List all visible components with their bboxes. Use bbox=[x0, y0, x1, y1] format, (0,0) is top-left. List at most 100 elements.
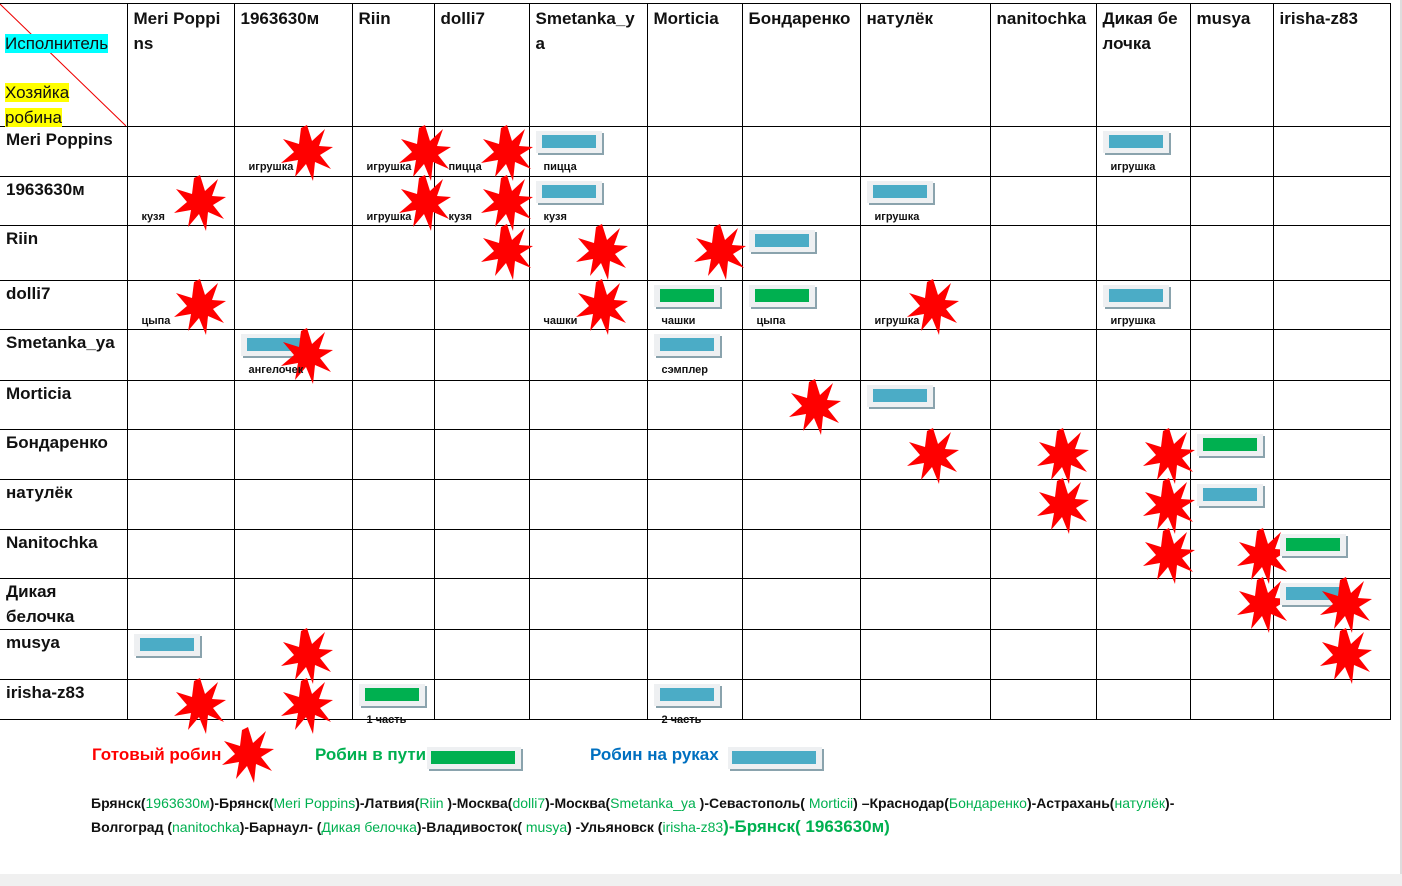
table-cell bbox=[433, 529, 530, 579]
ready-star-icon bbox=[480, 125, 533, 181]
table-cell bbox=[859, 629, 991, 680]
robin-marker: игрушка bbox=[866, 181, 967, 227]
table-cell bbox=[741, 479, 861, 530]
table-cell bbox=[126, 629, 235, 680]
item-label: игрушка bbox=[366, 161, 412, 173]
table-cell bbox=[1095, 478, 1195, 534]
robin-marker: ангелочек bbox=[240, 328, 341, 384]
table-cell bbox=[433, 280, 530, 330]
row-header: натулёк bbox=[0, 479, 128, 530]
table-cell bbox=[989, 126, 1097, 177]
hands-bar-icon bbox=[653, 684, 720, 706]
ready-star-icon bbox=[222, 727, 274, 783]
table-cell bbox=[233, 628, 353, 684]
page-edge bbox=[1400, 0, 1402, 874]
hands-bar-icon bbox=[653, 334, 720, 356]
robin-marker bbox=[1196, 484, 1297, 530]
table-cell bbox=[351, 429, 435, 480]
table-cell bbox=[126, 380, 235, 430]
table-cell bbox=[1272, 329, 1391, 381]
table-cell bbox=[646, 629, 743, 680]
table-cell bbox=[126, 429, 235, 480]
table-cell bbox=[859, 428, 991, 484]
hands-bar-icon bbox=[1102, 285, 1169, 307]
table-cell bbox=[1189, 629, 1274, 680]
table-cell bbox=[126, 126, 235, 177]
table-cell bbox=[741, 176, 861, 226]
item-label: игрушка bbox=[874, 315, 920, 327]
ready-star-icon bbox=[280, 628, 333, 684]
table-cell bbox=[989, 478, 1097, 534]
column-header: 1963630м bbox=[233, 3, 353, 127]
robin-marker bbox=[536, 224, 636, 280]
table-cell bbox=[646, 126, 743, 177]
hands-bar-icon bbox=[728, 747, 822, 769]
table-cell bbox=[1095, 380, 1191, 430]
table-cell bbox=[528, 380, 648, 430]
robin-marker: цыпа bbox=[748, 285, 849, 331]
route-segment: натулёк bbox=[1114, 795, 1166, 811]
route-line-2: Волгоград (nanitochka)-Барнаул- (Дикая б… bbox=[91, 817, 890, 837]
table-cell bbox=[233, 280, 353, 330]
route-segment: Брянск( bbox=[91, 795, 146, 811]
column-header: натулёк bbox=[859, 3, 991, 127]
item-label: игрушка bbox=[1110, 315, 1156, 327]
table-cell: игрушка bbox=[859, 176, 991, 227]
table-cell bbox=[126, 578, 235, 630]
transit-bar-icon bbox=[1279, 534, 1346, 556]
table-cell bbox=[1189, 329, 1274, 381]
route-segment: dolli7 bbox=[512, 795, 546, 811]
table-cell bbox=[989, 679, 1097, 720]
route-segment: )-Севастополь( bbox=[699, 795, 809, 811]
table-cell bbox=[1095, 428, 1195, 484]
hands-bar-icon bbox=[748, 230, 815, 252]
table-cell: 2 часть bbox=[646, 679, 743, 726]
ready-star-icon bbox=[1036, 428, 1089, 484]
ready-star-icon bbox=[1319, 577, 1372, 633]
table-cell bbox=[233, 529, 353, 579]
item-label: игрушка bbox=[874, 211, 920, 223]
item-label: ангелочек bbox=[248, 364, 304, 376]
row-header: dolli7 bbox=[0, 280, 128, 330]
table-cell bbox=[859, 479, 991, 530]
robin-marker bbox=[866, 385, 967, 431]
robin-marker: кузя bbox=[134, 175, 234, 231]
table-cell bbox=[989, 225, 1097, 281]
table-cell: игрушка bbox=[859, 279, 991, 335]
legend-ready-label: Готовый робин bbox=[92, 745, 222, 764]
executor-label: Исполнитель bbox=[5, 34, 109, 53]
ready-star-icon bbox=[788, 379, 841, 435]
table-cell bbox=[126, 678, 235, 734]
route-segment: nanitochka bbox=[172, 819, 240, 835]
table-cell: пицца bbox=[528, 126, 648, 177]
table-cell bbox=[741, 126, 861, 177]
route-segment: Riin bbox=[419, 795, 448, 811]
transit-bar-icon bbox=[427, 747, 521, 769]
column-header: Бондаренко bbox=[741, 3, 861, 127]
route-segment: )-Владивосток( bbox=[416, 819, 526, 835]
item-label: игрушка bbox=[366, 211, 412, 223]
item-label: кузя bbox=[448, 211, 472, 223]
hands-bar-icon bbox=[866, 385, 933, 407]
table-cell bbox=[741, 429, 861, 480]
column-header: musya bbox=[1189, 3, 1274, 127]
row-header: Meri Poppins bbox=[0, 126, 128, 177]
table-cell: пицца bbox=[433, 125, 533, 181]
table-cell: игрушка bbox=[351, 125, 451, 181]
table-cell bbox=[528, 224, 648, 281]
table-cell: чашки bbox=[528, 279, 648, 335]
route-segment: Meri Poppins bbox=[273, 795, 356, 811]
table-cell bbox=[126, 329, 235, 381]
table-cell bbox=[433, 578, 530, 630]
ready-star-icon bbox=[1142, 478, 1195, 534]
table-cell bbox=[1189, 479, 1274, 530]
robin-marker: чашки bbox=[536, 279, 636, 335]
table-cell bbox=[989, 629, 1097, 680]
table-cell: игрушка bbox=[233, 125, 353, 181]
table-cell bbox=[1189, 577, 1289, 633]
ready-star-icon bbox=[480, 175, 533, 231]
table-cell bbox=[859, 380, 991, 431]
row-header: Riin bbox=[0, 225, 128, 281]
column-header: dolli7 bbox=[433, 3, 530, 127]
robin-marker bbox=[441, 224, 541, 280]
